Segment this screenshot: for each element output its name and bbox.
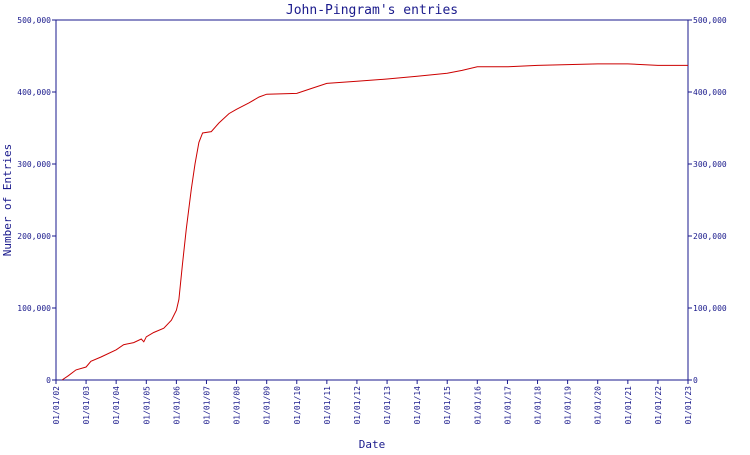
x-tick-label: 01/01/03: [82, 386, 91, 425]
y-tick-label-left: 200,000: [17, 232, 51, 241]
x-tick-label: 01/01/13: [383, 386, 392, 425]
y-tick-label-right: 0: [693, 376, 698, 385]
y-tick-label-left: 0: [46, 376, 51, 385]
x-axis: 01/01/02 01/01/03 01/01/04 01/01/05 01/01/06…: [52, 380, 693, 425]
y-axis-label: Number of Entries: [1, 144, 14, 257]
x-tick-label: 01/01/04: [112, 386, 121, 425]
y-tick-label-right: 100,000: [693, 304, 727, 313]
x-tick-label: 01/01/18: [534, 386, 543, 425]
y-tick-label-left: 300,000: [17, 160, 51, 169]
x-tick-label: 01/01/22: [654, 386, 663, 425]
y-tick-label-right: 400,000: [693, 88, 727, 97]
y-tick-label-left: 400,000: [17, 88, 51, 97]
y-axis-left: 0 100,000 200,000 300,000 400,000 500,000: [17, 16, 56, 385]
x-tick-label: 01/01/09: [263, 386, 272, 425]
y-tick-label-right: 300,000: [693, 160, 727, 169]
x-tick-label: 01/01/20: [594, 386, 603, 425]
x-tick-label: 01/01/21: [624, 386, 633, 425]
x-tick-label: 01/01/10: [293, 386, 302, 425]
y-tick-label-right: 500,000: [693, 16, 727, 25]
x-axis-label: Date: [359, 438, 386, 450]
x-tick-label: 01/01/23: [684, 386, 693, 425]
y-axis-right: 0 100,000 200,000 300,000 400,000 500,000: [688, 16, 727, 385]
series-line: [61, 63, 688, 381]
y-tick-label-right: 200,000: [693, 232, 727, 241]
plot-area-border: [55, 19, 689, 381]
x-tick-label: 01/01/02: [52, 386, 61, 425]
x-tick-label: 01/01/11: [323, 386, 332, 425]
x-tick-label: 01/01/14: [413, 386, 422, 425]
x-tick-label: 01/01/16: [473, 386, 482, 425]
x-tick-label: 01/01/05: [142, 386, 151, 425]
x-tick-label: 01/01/19: [564, 386, 573, 425]
y-tick-label-left: 500,000: [17, 16, 51, 25]
x-tick-label: 01/01/08: [233, 386, 242, 425]
x-tick-label: 01/01/17: [503, 386, 512, 425]
x-tick-label: 01/01/06: [172, 386, 181, 425]
y-tick-label-left: 100,000: [17, 304, 51, 313]
chart-title: John-Pingram's entries: [286, 3, 458, 18]
x-tick-label: 01/01/15: [443, 386, 452, 425]
x-tick-label: 01/01/12: [353, 386, 362, 425]
x-tick-label: 01/01/07: [202, 386, 211, 425]
